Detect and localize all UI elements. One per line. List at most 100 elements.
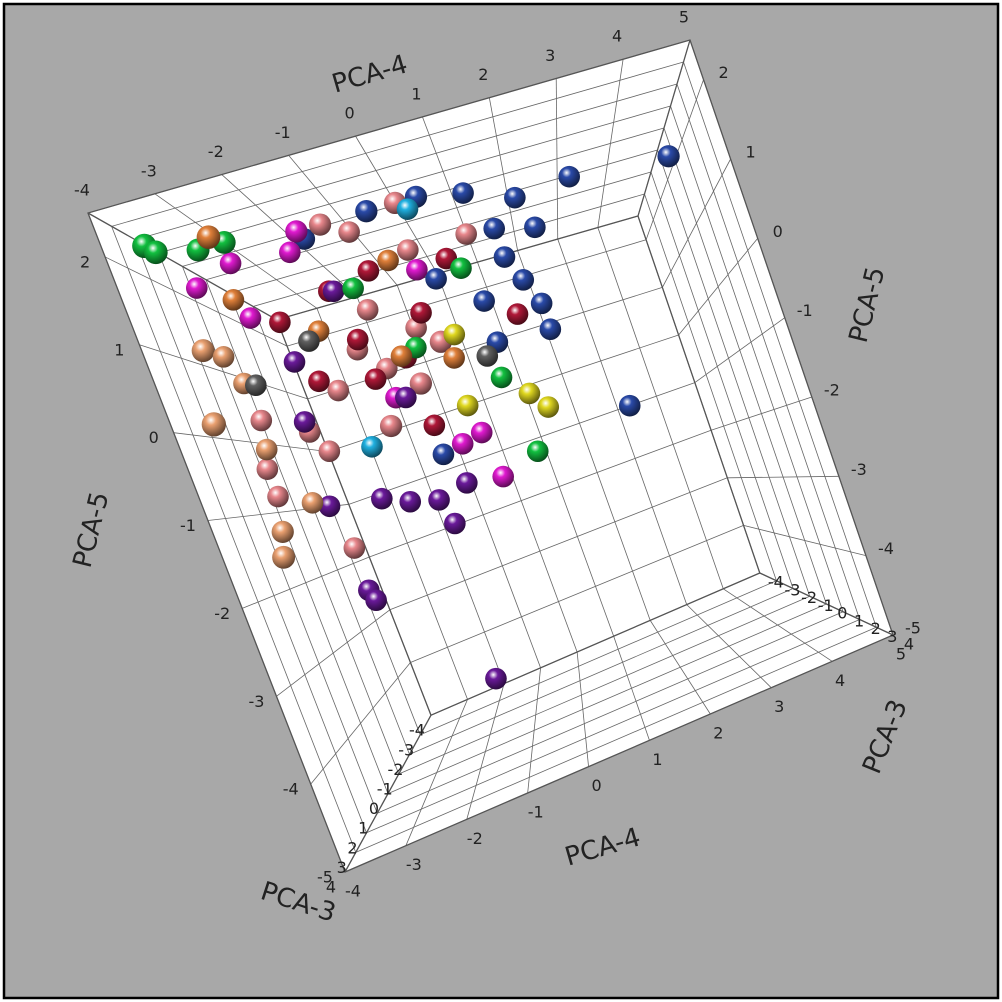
data-point [470,421,493,444]
tick-label: 5 [896,645,906,664]
tick-label: 0 [773,222,783,241]
data-point [327,379,350,402]
data-point [293,411,316,433]
tick-label: 2 [347,838,357,857]
box-edge [637,39,691,217]
data-point [423,414,446,437]
data-point [537,396,560,418]
tick-label: 0 [369,799,379,818]
data-point [338,221,360,243]
tick-label: 3 [774,697,784,716]
data-point [490,366,513,389]
data-point [456,472,478,494]
tick-label: 2 [80,252,90,271]
tick-label: -4 [345,882,361,901]
grid-line [409,588,794,755]
grid-line [420,580,777,736]
grid-line [355,626,877,853]
data-point [272,545,296,569]
tick-label: 2 [478,65,488,84]
grid-line [134,239,367,833]
data-point [346,328,369,351]
data-point [512,269,535,291]
grid-line [557,238,688,605]
tick-label: 0 [591,776,601,795]
grid-line [316,308,468,700]
data-point [451,432,474,455]
tick-label: -2 [824,381,840,400]
data-point [432,443,455,466]
tick-label: -5 [905,619,921,638]
data-point [506,303,529,325]
grid-line [597,227,724,589]
box-edge [759,572,894,636]
tick-label: -3 [851,460,867,479]
grid-line [252,306,421,735]
tick-label: 4 [326,878,336,897]
data-point [364,368,387,390]
tick-label: -4 [409,721,425,740]
data-point [493,246,516,268]
tick-label: 1 [854,611,864,630]
tick-label: 3 [545,46,555,65]
data-point [191,339,215,363]
data-point [450,257,472,279]
grid-line [135,83,678,241]
tick-label: -2 [208,142,224,161]
tick-label: -2 [388,760,404,779]
grid-line [410,525,744,663]
tick-label: 2 [871,619,881,638]
data-point [318,495,341,518]
data-point [485,667,507,690]
tick-label: -1 [528,803,544,822]
tick-label: 0 [344,104,354,123]
data-point [196,225,221,249]
data-point [399,490,422,513]
grid-line [377,611,844,814]
data-point [473,290,495,312]
data-point [483,217,506,240]
data-point [185,277,208,299]
tick-label: -1 [377,780,393,799]
tick-label: -4 [768,573,784,592]
grid-line [657,149,811,597]
data-point [219,252,242,275]
plot [87,39,894,873]
tick-label: 2 [718,63,728,82]
data-point [377,249,399,272]
data-point [267,485,289,508]
data-point [618,394,641,417]
data-point [308,213,332,236]
grid-line [369,429,712,558]
data-point [365,589,387,612]
data-point [395,386,417,409]
data-point [530,292,553,315]
data-point [518,382,541,405]
data-point [425,268,447,290]
data-point [239,307,262,329]
grid-line [670,105,844,612]
grid-line [229,171,652,294]
data-point [379,414,403,438]
data-point [343,537,366,559]
tick-label: -3 [398,740,414,759]
grid-line [389,477,728,611]
grid-line [387,603,827,794]
data-point [283,351,306,373]
grid-line [158,105,671,254]
tick-label: 5 [679,8,689,27]
data-point [492,465,514,488]
tick-label: 4 [612,27,622,46]
tick-label: -1 [180,516,196,535]
tick-label: -3 [141,161,157,180]
tick-label: 1 [358,819,368,838]
tick-label: -3 [784,580,800,599]
data-point [657,145,680,168]
tick-label: -5 [317,868,333,887]
data-point [428,489,450,511]
tick-label: -4 [878,539,894,558]
data-point [271,520,294,543]
tick-label: -2 [467,829,483,848]
